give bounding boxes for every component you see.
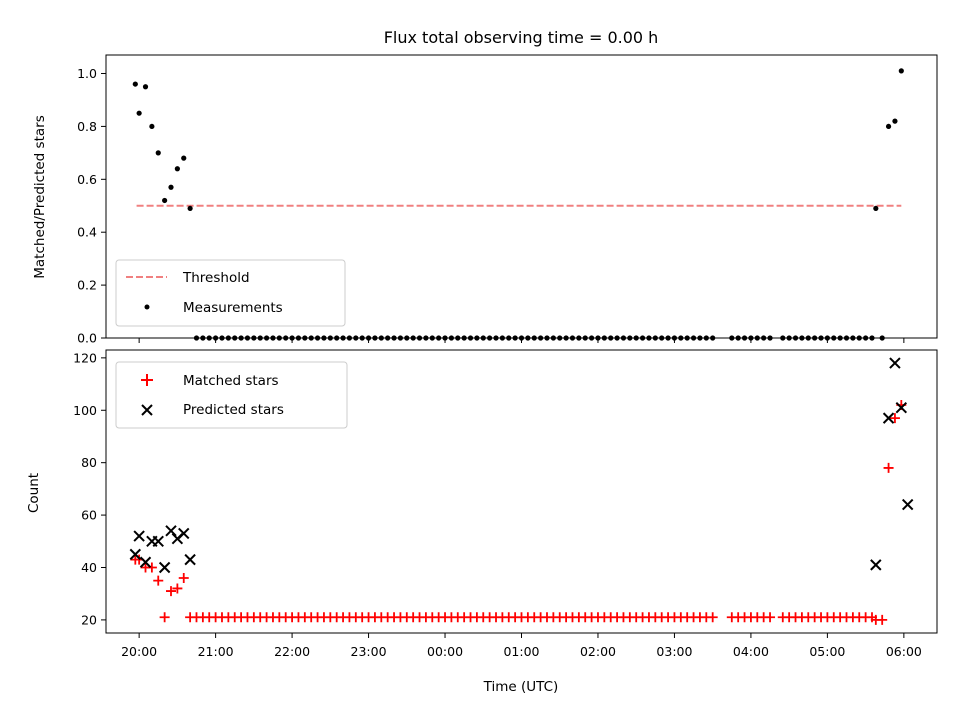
matched-point: [889, 413, 900, 424]
measurement-point: [142, 84, 149, 90]
bottom-legend: Matched stars Predicted stars: [115, 361, 348, 429]
x-tick-label: 03:00: [656, 644, 692, 659]
x-tick-label: 22:00: [274, 644, 310, 659]
predicted-point: [901, 498, 914, 511]
matched-point: [178, 572, 189, 583]
top-legend-box: [115, 259, 346, 327]
predicted-point: [184, 553, 196, 566]
measurement-point: [885, 123, 892, 130]
x-tick-label: 23:00: [351, 644, 387, 659]
x-tick-label: 06:00: [886, 644, 922, 659]
top-y-tick-label: 0.0: [77, 331, 97, 346]
x-tick-label: 04:00: [733, 644, 769, 659]
top-y-tick-label: 0.6: [77, 172, 97, 187]
measurement-point: [898, 68, 904, 74]
x-tick-label: 01:00: [503, 644, 539, 659]
measurement-point: [892, 118, 898, 124]
predicted-point: [882, 412, 895, 424]
x-tick-label: 05:00: [809, 644, 845, 659]
top-y-tick-label: 0.8: [77, 119, 97, 134]
top-y-tick-label: 1.0: [77, 66, 97, 81]
predicted-point: [158, 561, 171, 574]
top-plot-frame: [105, 54, 938, 339]
top-legend: Threshold Measurements: [115, 259, 346, 327]
top-y-axis-label: Matched/Predicted stars: [32, 115, 48, 278]
legend-predicted-label: Predicted stars: [183, 402, 284, 418]
predicted-point: [870, 559, 882, 571]
predicted-point: [889, 357, 901, 369]
top-y-tick-label: 0.4: [77, 225, 97, 240]
bottom-y-tick-label: 20: [81, 612, 97, 627]
predicted-point: [178, 527, 190, 540]
measurement-point: [136, 110, 142, 116]
matched-point: [765, 612, 776, 623]
measurement-point: [149, 123, 155, 130]
predicted-point: [152, 535, 164, 547]
bottom-plot-frame: [105, 349, 938, 634]
matched-point: [883, 462, 894, 473]
matched-point: [153, 575, 164, 586]
matched-point: [159, 612, 170, 623]
matched-point: [146, 562, 157, 573]
x-tick-label: 21:00: [198, 644, 234, 659]
x-tick-label: 00:00: [427, 644, 463, 659]
bottom-y-tick-label: 100: [73, 403, 97, 418]
top-y-tick-label: 0.2: [77, 278, 97, 293]
predicted-point: [895, 401, 908, 414]
measurement-point: [873, 205, 879, 212]
x-axis-label: Time (UTC): [483, 679, 559, 695]
measurement-point: [168, 184, 174, 190]
bottom-panel: 20 40 60 80 100 120 20:00 21:00 22:00 23:00 00:00 0…: [73, 349, 938, 659]
bottom-legend-box: [115, 361, 348, 429]
legend-predicted-swatch: [141, 404, 153, 416]
x-tick-label: 02:00: [580, 644, 616, 659]
measurement-point: [174, 166, 180, 172]
chart-title: Flux total observing time = 0.00 h: [384, 28, 659, 47]
bottom-y-tick-label: 60: [81, 508, 97, 523]
legend-threshold-label: Threshold: [182, 270, 250, 286]
x-tick-label: 20:00: [121, 644, 157, 659]
bottom-y-tick-label: 120: [73, 350, 97, 365]
bottom-y-tick-label: 40: [81, 560, 97, 575]
top-panel: 0.0 0.2 0.4 0.6 0.8 1.0: [77, 54, 938, 346]
legend-matched-label: Matched stars: [183, 373, 279, 389]
measurement-point: [155, 150, 161, 156]
measurement-point: [187, 205, 193, 212]
matched-point: [172, 583, 183, 594]
bottom-y-axis-label: Count: [26, 473, 42, 513]
legend-measurements-label: Measurements: [183, 300, 283, 316]
matched-point: [166, 586, 177, 597]
predicted-point: [139, 556, 152, 568]
legend-matched-swatch: [141, 374, 153, 386]
bottom-y-tick-label: 80: [81, 455, 97, 470]
predicted-point: [133, 530, 145, 542]
predicted-point: [129, 548, 142, 561]
matched-point: [707, 612, 718, 623]
measurement-point: [181, 155, 187, 161]
predicted-point: [165, 525, 177, 537]
measurement-point: [162, 197, 168, 204]
legend-measurements-swatch: [144, 304, 150, 310]
measurement-point: [132, 81, 138, 87]
matched-point: [877, 614, 888, 625]
